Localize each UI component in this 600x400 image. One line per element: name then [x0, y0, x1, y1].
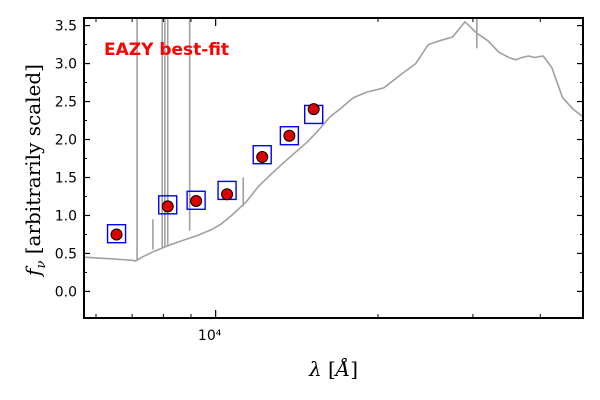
axes-frame [83, 17, 584, 319]
x-axis-label-close: ] [350, 357, 358, 381]
observed-flux-point [221, 188, 234, 201]
model-flux-marker [186, 190, 206, 210]
y-axis-label: fν [arbitrarily scaled] [21, 64, 49, 278]
model-flux-marker [279, 126, 300, 146]
y-tick-label: 1.0 [55, 208, 77, 224]
y-tick-label: 3.0 [55, 57, 77, 73]
y-tick-label: 0.5 [55, 246, 77, 262]
plot-area [84, 18, 583, 262]
observed-flux-point [161, 200, 174, 213]
observed-flux-point [190, 195, 203, 208]
x-axis-label: λ [Å] [308, 356, 358, 381]
x-axis-label-unit: Å [334, 356, 350, 381]
model-spectrum-line [84, 20, 583, 262]
x-axis: 10⁴ [95, 18, 541, 344]
y-tick-label: 2.5 [55, 95, 77, 111]
x-tick-label: 10⁴ [198, 328, 222, 344]
y-tick-label: 1.5 [55, 170, 77, 186]
observed-flux-point [283, 129, 296, 142]
model-flux-marker [158, 195, 178, 215]
y-axis-label-subscript: ν [34, 261, 49, 269]
x-axis-label-open: [ [322, 357, 336, 381]
observed-flux-point [256, 150, 269, 163]
observed-flux-point [110, 228, 123, 241]
y-tick-label: 2.0 [55, 133, 77, 149]
x-axis-label-symbol: λ [308, 357, 322, 381]
annotation-label: EAZY best-fit [104, 40, 229, 60]
y-axis: 0.0 0.5 1.0 1.5 2.0 2.5 3.0 3.5 [55, 19, 583, 300]
y-tick-label: 3.5 [55, 19, 77, 35]
model-flux-marker [252, 145, 272, 165]
y-axis-label-text: [arbitrarily scaled] [21, 64, 45, 261]
model-flux-marker [106, 223, 127, 244]
y-tick-label: 0.0 [55, 284, 77, 300]
observed-flux-point [307, 103, 320, 116]
